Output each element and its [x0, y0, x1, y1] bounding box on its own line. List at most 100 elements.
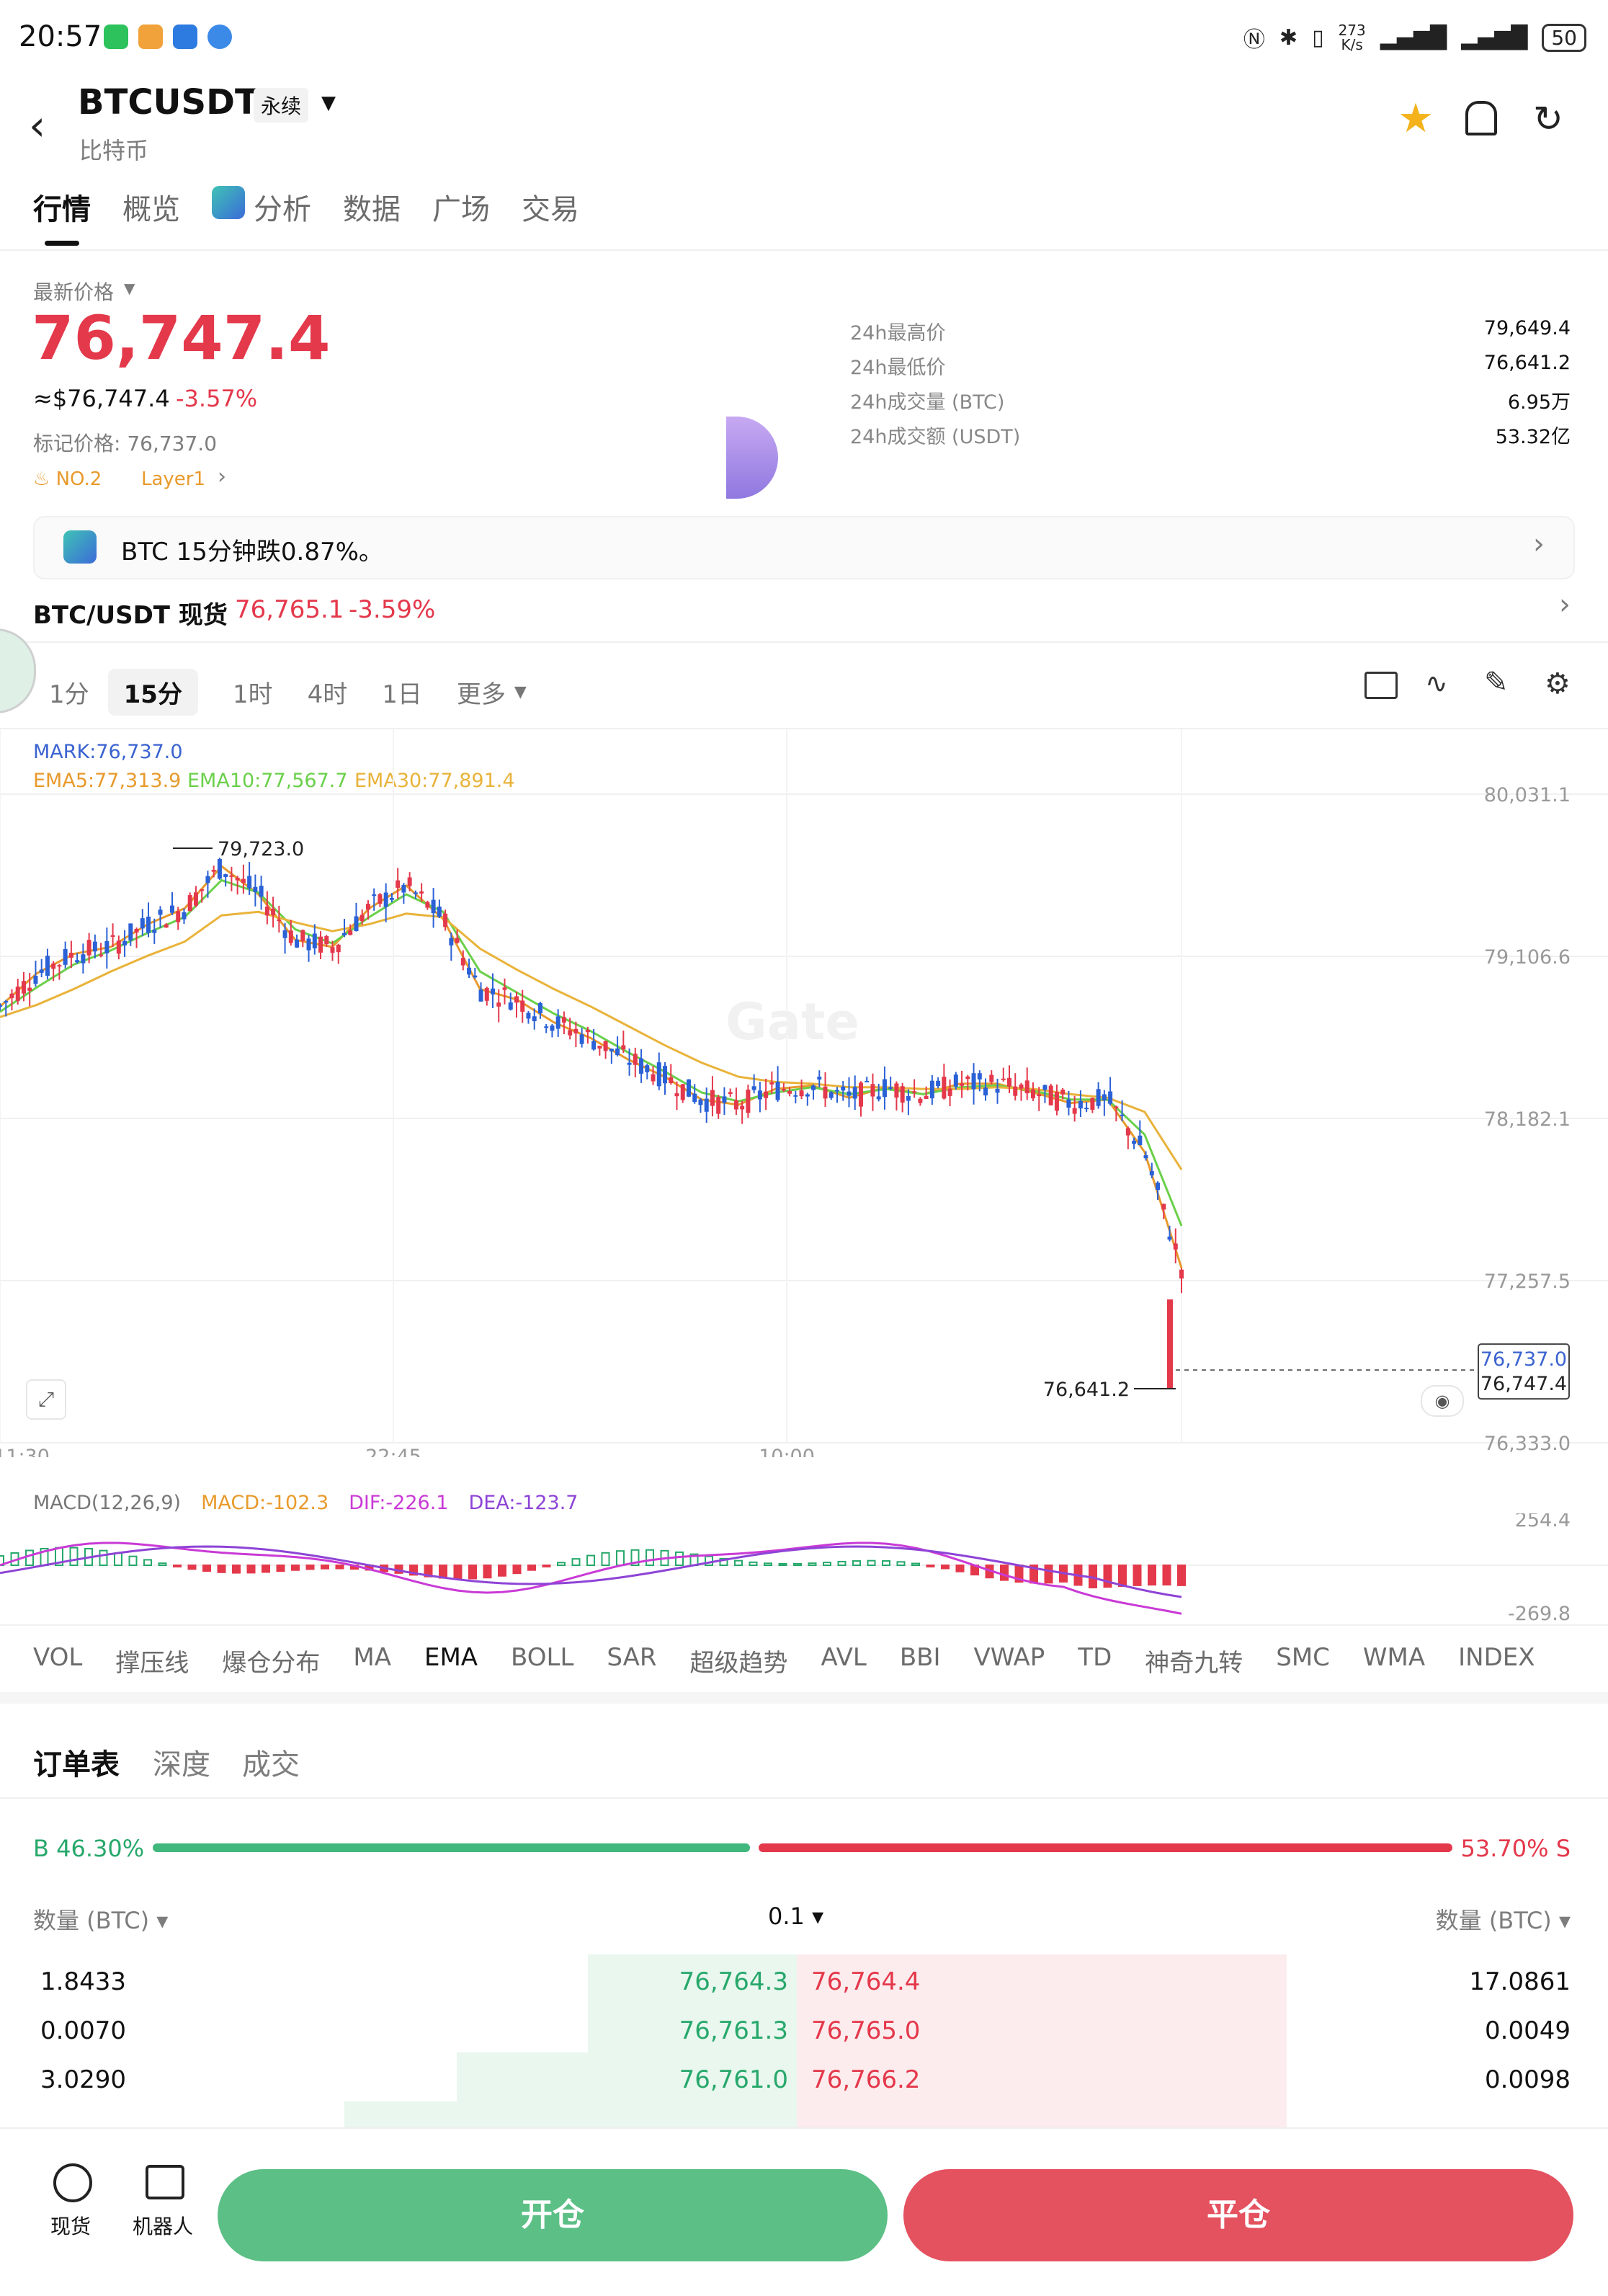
indicator-magic-nine[interactable]: 神奇九转	[1145, 1649, 1243, 1678]
candle-body	[496, 1002, 501, 1007]
orderbook-row[interactable]: 1.8433 76,764.3 76,764.4 17.0861	[0, 1954, 1608, 2003]
candle-body	[1019, 1084, 1024, 1089]
candle-body	[128, 923, 133, 940]
indicator-avl[interactable]: AVL	[821, 1643, 867, 1672]
interval-15m[interactable]: 15分	[107, 669, 198, 716]
tab-trade[interactable]: 交易	[522, 193, 579, 226]
macd-histogram-bar	[675, 1551, 684, 1567]
robot-label[interactable]: 机器人	[133, 2215, 194, 2238]
tab-overview[interactable]: 概览	[122, 193, 180, 226]
macd-histogram-bar	[601, 1552, 610, 1566]
share-icon[interactable]: ↻	[1533, 98, 1563, 140]
eye-icon[interactable]: ◉	[1421, 1385, 1464, 1417]
tab-depth[interactable]: 深度	[153, 1748, 210, 1781]
macd-histogram-bar	[719, 1557, 728, 1566]
orderbook-row[interactable]: 3.0290 76,761.0 76,766.2 0.0098	[0, 2052, 1608, 2101]
sell-ratio: 53.70% S	[1460, 1835, 1571, 1862]
favorite-star-icon[interactable]: ★	[1398, 95, 1434, 142]
candle-body	[217, 859, 222, 879]
candle-body	[852, 1087, 857, 1099]
candle-body	[413, 892, 418, 894]
macd-histogram-bar	[823, 1562, 831, 1567]
y-tick-label: 80,031.1	[1484, 784, 1571, 806]
back-icon[interactable]: ‹	[29, 101, 46, 150]
indicator-smc[interactable]: SMC	[1276, 1643, 1330, 1672]
price-chart[interactable]: 80,031.1 79,106.6 78,182.1 77,257.5 76,333.0…	[0, 729, 1608, 1457]
indicator-sar[interactable]: SAR	[607, 1643, 657, 1672]
spot-switch-icon[interactable]	[53, 2163, 92, 2202]
indicator-supertrend[interactable]: 超级趋势	[689, 1649, 788, 1678]
settings-gear-icon[interactable]: ⚙	[1545, 667, 1571, 700]
interval-4h[interactable]: 4时	[307, 680, 348, 709]
indicator-td[interactable]: TD	[1078, 1643, 1112, 1672]
layer-tag[interactable]: Layer1	[141, 468, 206, 490]
indicator-liquidation[interactable]: 爆仓分布	[222, 1649, 321, 1678]
bell-icon[interactable]	[1465, 101, 1497, 135]
indicator-ema[interactable]: EMA	[424, 1643, 478, 1672]
bottom-bar: 现货 机器人 开仓 平仓	[0, 2127, 1608, 2296]
spot-switch-label[interactable]: 现货	[50, 2215, 91, 2238]
candle-body	[882, 1079, 887, 1098]
ai-banner[interactable]: BTC 15分钟跌0.87%。 ›	[33, 516, 1575, 579]
candle-body	[33, 976, 38, 984]
indicator-icon[interactable]: ∿	[1425, 667, 1448, 699]
candle-body	[39, 969, 44, 973]
tab-market[interactable]: 行情	[33, 193, 91, 226]
chart-type-icon[interactable]	[1364, 672, 1398, 699]
candle-body	[912, 1091, 917, 1093]
bid-qty-header[interactable]: 数量 (BTC) ▾	[33, 1907, 169, 1934]
open-position-button[interactable]: 开仓	[218, 2169, 888, 2261]
tab-trades[interactable]: 成交	[242, 1748, 300, 1781]
macd-chart[interactable]: 254.4 -269.8	[0, 1513, 1608, 1629]
spot-label[interactable]: BTC/USDT 现货	[33, 601, 228, 630]
tag-chevron-icon[interactable]: ›	[218, 464, 226, 489]
net-speed: 273 K/s	[1338, 22, 1366, 53]
macd-top-label: 254.4	[1515, 1513, 1571, 1531]
indicator-wma[interactable]: WMA	[1362, 1643, 1426, 1672]
precision-select[interactable]: 0.1 ▾	[768, 1903, 824, 1930]
robot-icon[interactable]	[146, 2165, 184, 2199]
interval-1m[interactable]: 1分	[49, 680, 89, 709]
macd-dif: DIF:-226.1	[349, 1492, 449, 1514]
ema-line-ema30	[0, 910, 1183, 1170]
candle-body	[341, 933, 347, 936]
interval-1h[interactable]: 1时	[232, 680, 273, 709]
macd-histogram-bar	[291, 1565, 300, 1571]
floating-mascot-icon[interactable]	[726, 417, 778, 499]
ask-qty-header[interactable]: 数量 (BTC) ▾	[1435, 1907, 1571, 1934]
symbol-dropdown-icon[interactable]: ▼	[321, 92, 336, 114]
fullscreen-expand-icon[interactable]: ⤢	[26, 1379, 66, 1420]
more-dropdown-icon[interactable]: ▼	[514, 683, 527, 701]
indicator-support[interactable]: 撑压线	[115, 1649, 189, 1678]
candle-body	[847, 1091, 852, 1096]
indicator-vwap[interactable]: VWAP	[973, 1643, 1045, 1672]
indicator-bbi[interactable]: BBI	[899, 1643, 941, 1672]
draw-pen-icon[interactable]: ✎	[1484, 666, 1509, 699]
interval-1d[interactable]: 1日	[382, 680, 422, 709]
orderbook-row[interactable]: 0.0070 76,761.3 76,765.0 0.0049	[0, 2003, 1608, 2052]
tab-orderbook[interactable]: 订单表	[33, 1748, 120, 1781]
candle-body	[781, 1089, 786, 1091]
indicator-index[interactable]: INDEX	[1458, 1643, 1535, 1672]
indicator-ma[interactable]: MA	[353, 1643, 391, 1672]
spot-chevron-icon[interactable]: ›	[1559, 588, 1571, 621]
close-position-button[interactable]: 平仓	[903, 2169, 1573, 2261]
tab-analysis[interactable]: 分析	[254, 193, 311, 226]
candle-body	[929, 1080, 934, 1099]
divider	[0, 728, 1608, 729]
symbol-title[interactable]: BTCUSDT	[78, 82, 259, 123]
interval-more[interactable]: 更多	[456, 680, 506, 709]
candle-body	[152, 930, 157, 933]
indicator-boll[interactable]: BOLL	[511, 1643, 574, 1672]
candle-body	[92, 941, 97, 952]
macd-histogram-bar	[468, 1565, 477, 1580]
tab-data[interactable]: 数据	[343, 193, 401, 226]
rank-badge[interactable]: ♨ NO.2	[33, 468, 102, 490]
candle-body	[751, 1086, 756, 1090]
banner-chevron-icon: ›	[1533, 528, 1545, 561]
indicator-vol[interactable]: VOL	[33, 1643, 83, 1672]
tab-square[interactable]: 广场	[432, 193, 490, 226]
price-label[interactable]: 最新价格	[33, 280, 115, 304]
spot-price: 76,765.1	[235, 595, 344, 624]
price-label-dropdown-icon[interactable]: ▼	[124, 280, 135, 297]
